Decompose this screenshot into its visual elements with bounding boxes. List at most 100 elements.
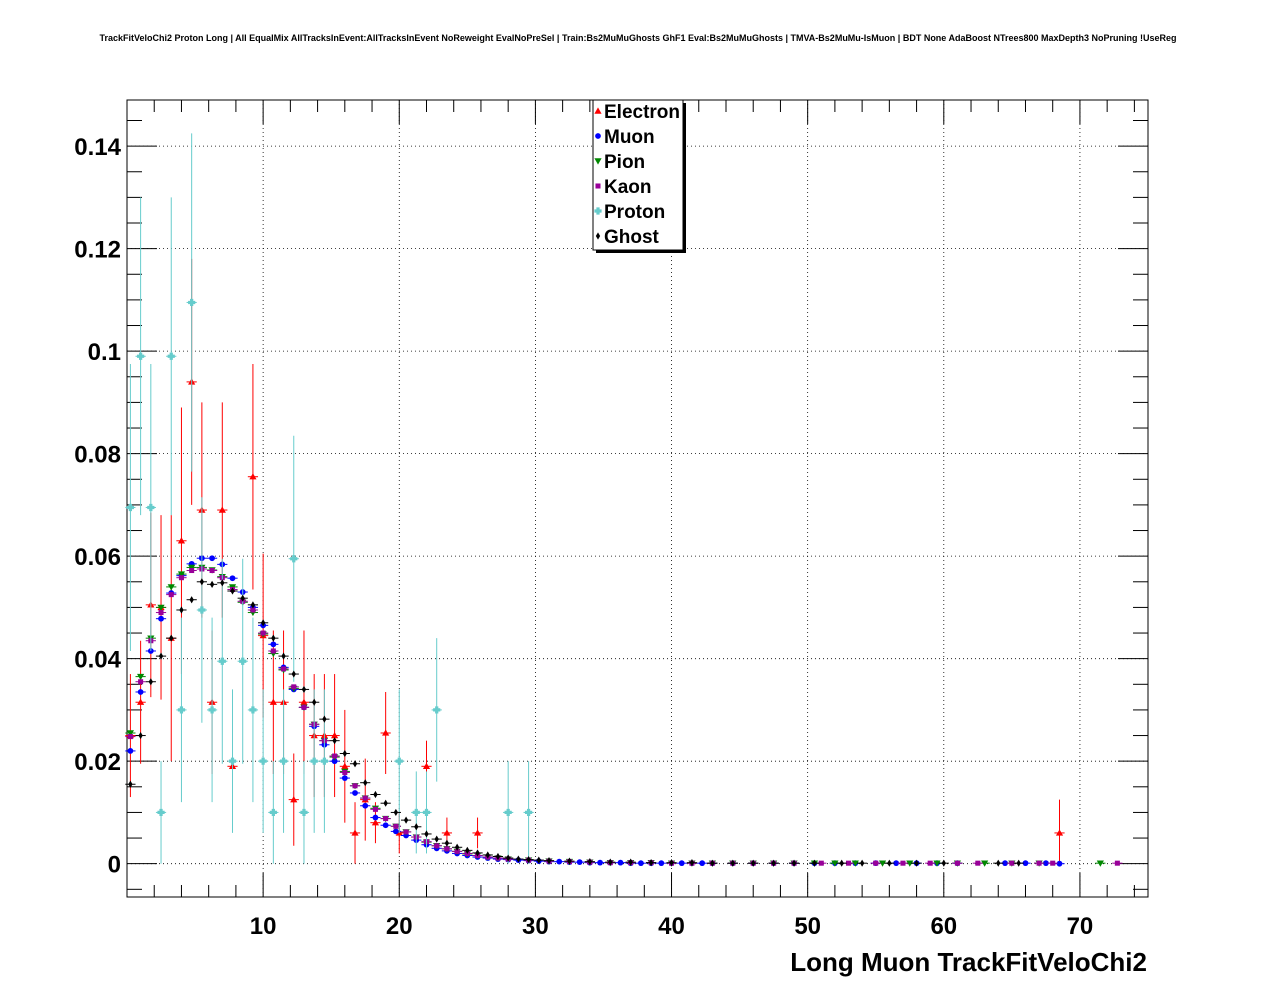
data-point bbox=[372, 814, 379, 821]
data-point bbox=[310, 757, 318, 765]
data-point bbox=[996, 859, 1001, 867]
data-point bbox=[1096, 860, 1104, 867]
data-point bbox=[422, 762, 431, 770]
legend-label-ghost: Ghost bbox=[604, 227, 660, 248]
data-point bbox=[933, 860, 941, 867]
x-axis: 10 20 30 40 50 60 70 bbox=[153, 100, 1135, 940]
data-point bbox=[424, 830, 429, 838]
data-point bbox=[887, 859, 892, 867]
data-point bbox=[250, 601, 256, 609]
data-point bbox=[1114, 860, 1120, 866]
data-point bbox=[975, 860, 981, 866]
data-point bbox=[352, 790, 358, 796]
data-point bbox=[506, 854, 511, 862]
y-tick-label: 0.02 bbox=[74, 749, 121, 776]
x-tick-label: 50 bbox=[794, 913, 821, 940]
data-point bbox=[393, 823, 399, 829]
data-point bbox=[485, 851, 490, 859]
data-point bbox=[812, 859, 817, 867]
data-point bbox=[342, 749, 347, 758]
data-point bbox=[218, 506, 226, 513]
data-point bbox=[269, 698, 277, 705]
data-point bbox=[504, 808, 512, 817]
data-point bbox=[851, 860, 859, 867]
data-point bbox=[648, 859, 654, 867]
data-point bbox=[831, 860, 839, 867]
data-point bbox=[312, 698, 317, 706]
data-point bbox=[179, 606, 184, 614]
data-point bbox=[434, 835, 439, 843]
data-point bbox=[137, 689, 144, 695]
legend-marker-electron bbox=[594, 107, 602, 114]
data-point bbox=[751, 859, 756, 867]
y-axis: 0 0.02 0.04 0.06 0.08 0.1 0.12 0.14 bbox=[74, 120, 1148, 890]
data-point bbox=[291, 670, 296, 678]
series-electron bbox=[125, 258, 1065, 867]
x-tick-label: 30 bbox=[522, 913, 549, 940]
y-tick-label: 0.12 bbox=[74, 237, 121, 264]
data-point bbox=[341, 775, 348, 781]
data-point bbox=[873, 860, 879, 866]
data-point bbox=[791, 859, 797, 867]
data-point bbox=[269, 808, 277, 817]
data-point bbox=[127, 734, 133, 740]
data-point bbox=[878, 860, 887, 867]
data-point bbox=[372, 806, 378, 812]
data-point bbox=[300, 808, 308, 817]
data-point bbox=[332, 753, 338, 759]
data-point bbox=[475, 849, 480, 857]
data-point bbox=[818, 860, 824, 866]
series-muon bbox=[125, 555, 1065, 867]
x-tick-label: 20 bbox=[386, 913, 413, 940]
data-point bbox=[189, 596, 194, 604]
data-point bbox=[526, 855, 531, 864]
data-point bbox=[188, 298, 196, 307]
legend-marker-muon bbox=[595, 133, 601, 139]
data-point bbox=[658, 860, 665, 867]
data-point bbox=[168, 592, 174, 598]
data-point bbox=[906, 860, 914, 867]
data-point bbox=[516, 855, 521, 863]
data-point bbox=[434, 843, 440, 849]
chart-title: TrackFitVeloChi2 Proton Long | All Equal… bbox=[99, 33, 1177, 43]
data-point bbox=[859, 859, 865, 867]
data-point bbox=[954, 860, 960, 866]
data-point bbox=[433, 706, 441, 714]
data-point bbox=[249, 706, 257, 714]
data-point bbox=[341, 762, 349, 770]
data-point bbox=[220, 579, 225, 587]
data-point bbox=[281, 666, 287, 672]
data-point bbox=[536, 856, 541, 864]
data-point bbox=[300, 698, 308, 705]
data-point bbox=[240, 594, 245, 602]
data-point bbox=[382, 729, 390, 736]
data-point bbox=[927, 860, 933, 866]
data-point bbox=[157, 808, 165, 817]
data-point bbox=[352, 760, 358, 768]
data-point bbox=[1055, 829, 1064, 836]
data-point bbox=[158, 652, 164, 660]
data-point bbox=[371, 819, 380, 826]
data-point bbox=[177, 571, 186, 578]
data-point bbox=[178, 575, 184, 581]
y-tick-label: 0 bbox=[108, 852, 121, 879]
data-point bbox=[301, 704, 307, 710]
data-point bbox=[628, 858, 633, 866]
data-point bbox=[209, 555, 215, 562]
data-point bbox=[158, 610, 164, 616]
data-point bbox=[900, 860, 906, 866]
data-point bbox=[1022, 860, 1029, 867]
data-point bbox=[177, 706, 186, 714]
data-point bbox=[638, 860, 644, 867]
data-point bbox=[412, 808, 420, 817]
data-point bbox=[941, 859, 946, 867]
data-point bbox=[260, 630, 266, 636]
data-point bbox=[320, 757, 328, 765]
y-tick-label: 0.14 bbox=[74, 134, 121, 161]
data-point bbox=[290, 796, 298, 803]
data-point bbox=[169, 634, 174, 642]
data-point bbox=[332, 737, 337, 745]
data-point bbox=[576, 859, 583, 866]
data-point bbox=[259, 757, 267, 765]
legend-label-pion: Pion bbox=[604, 152, 645, 173]
